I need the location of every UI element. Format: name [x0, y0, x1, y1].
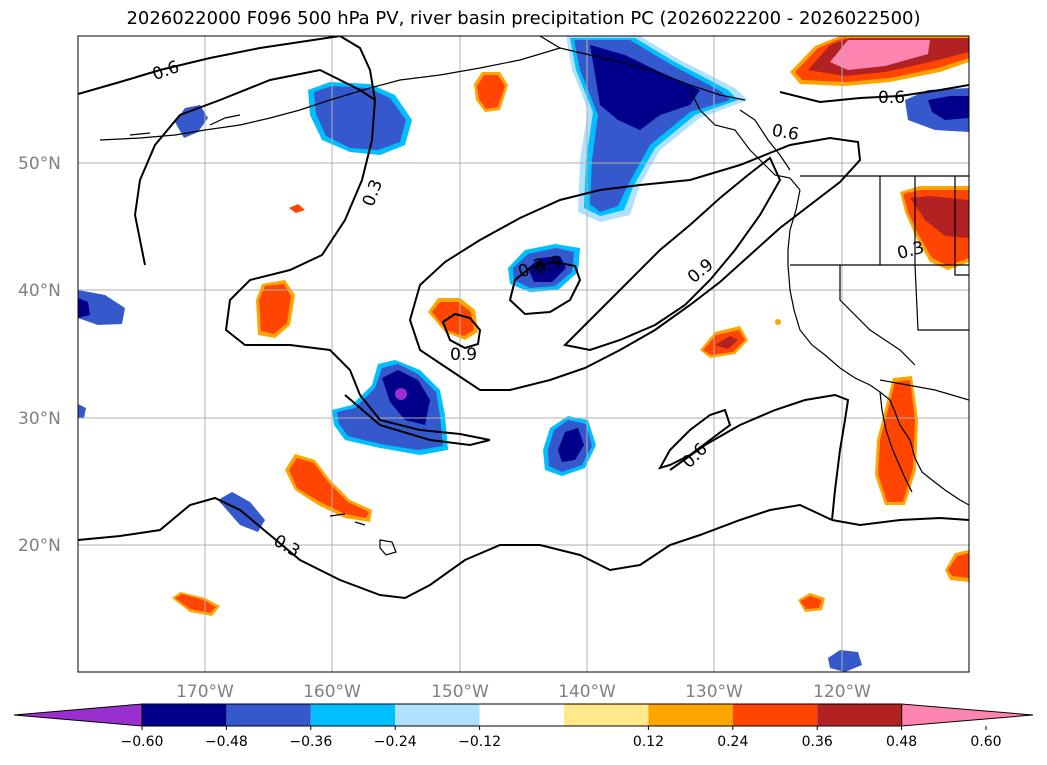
colorbar-swatch: [817, 704, 902, 726]
colorbar-tick-label: −0.24: [374, 734, 417, 750]
lon-label-170w: 170°W: [176, 682, 234, 702]
colorbar-tick-label: 0.24: [717, 734, 748, 750]
lon-label-150w: 150°W: [431, 682, 489, 702]
longitude-labels: 170°W 160°W 150°W 140°W 130°W 120°W: [176, 682, 871, 702]
colorbar-swatch: [142, 704, 227, 726]
lat-label-20n: 20°N: [18, 536, 61, 556]
latitude-labels: 50°N 40°N 30°N 20°N: [18, 154, 61, 556]
map-area: 0.6 0.6 0.6 0.3 0.3 0.3 0.3 0.9 0.9 0.9 …: [78, 36, 969, 672]
colorbar-tick-label: −0.48: [205, 734, 248, 750]
colorbar-tick-label: 0.60: [970, 734, 1001, 750]
coastlines: [99, 36, 969, 556]
colorbar-tick-label: 0.48: [886, 734, 917, 750]
colorbar-tick-label: −0.12: [458, 734, 501, 750]
lon-label-130w: 130°W: [685, 682, 743, 702]
contour-label: 0.6: [770, 121, 800, 145]
lon-label-120w: 120°W: [813, 682, 871, 702]
colorbar-swatch: [226, 704, 311, 726]
lon-label-160w: 160°W: [303, 682, 361, 702]
lat-label-50n: 50°N: [18, 154, 61, 174]
contour-label: 0.6: [878, 88, 905, 108]
map-title: 2026022000 F096 500 hPa PV, river basin …: [126, 8, 921, 29]
colorbar-swatch: [564, 704, 649, 726]
lat-label-40n: 40°N: [18, 281, 61, 301]
pv-contours: [78, 36, 969, 600]
colorbar-swatch: [732, 704, 818, 726]
lon-label-140w: 140°W: [558, 682, 616, 702]
colorbar-tick-label: 0.36: [802, 734, 833, 750]
contour-label: 0.9: [450, 345, 477, 365]
colorbar-swatch: [648, 704, 733, 726]
colorbar: −0.60 −0.48 −0.36 −0.24 −0.12 0.12 0.24 0.36 0.4…: [13, 703, 1034, 750]
map-frame: [77, 35, 970, 673]
colorbar-extend-low: [13, 703, 143, 727]
positive-precip-shading: [172, 36, 969, 616]
colorbar-swatch: [310, 704, 396, 726]
colorbar-swatch: [395, 704, 480, 726]
colorbar-swatch: [479, 704, 564, 726]
colorbar-tick-label: 0.12: [633, 734, 664, 750]
colorbar-outline: [141, 703, 903, 727]
colorbar-tick-label: −0.60: [121, 734, 164, 750]
gridlines: [78, 36, 969, 672]
lat-label-30n: 30°N: [18, 409, 61, 429]
colorbar-extend-high: [901, 703, 1034, 727]
negative-precip-shading: [78, 36, 969, 672]
colorbar-tick-label: −0.36: [289, 734, 332, 750]
